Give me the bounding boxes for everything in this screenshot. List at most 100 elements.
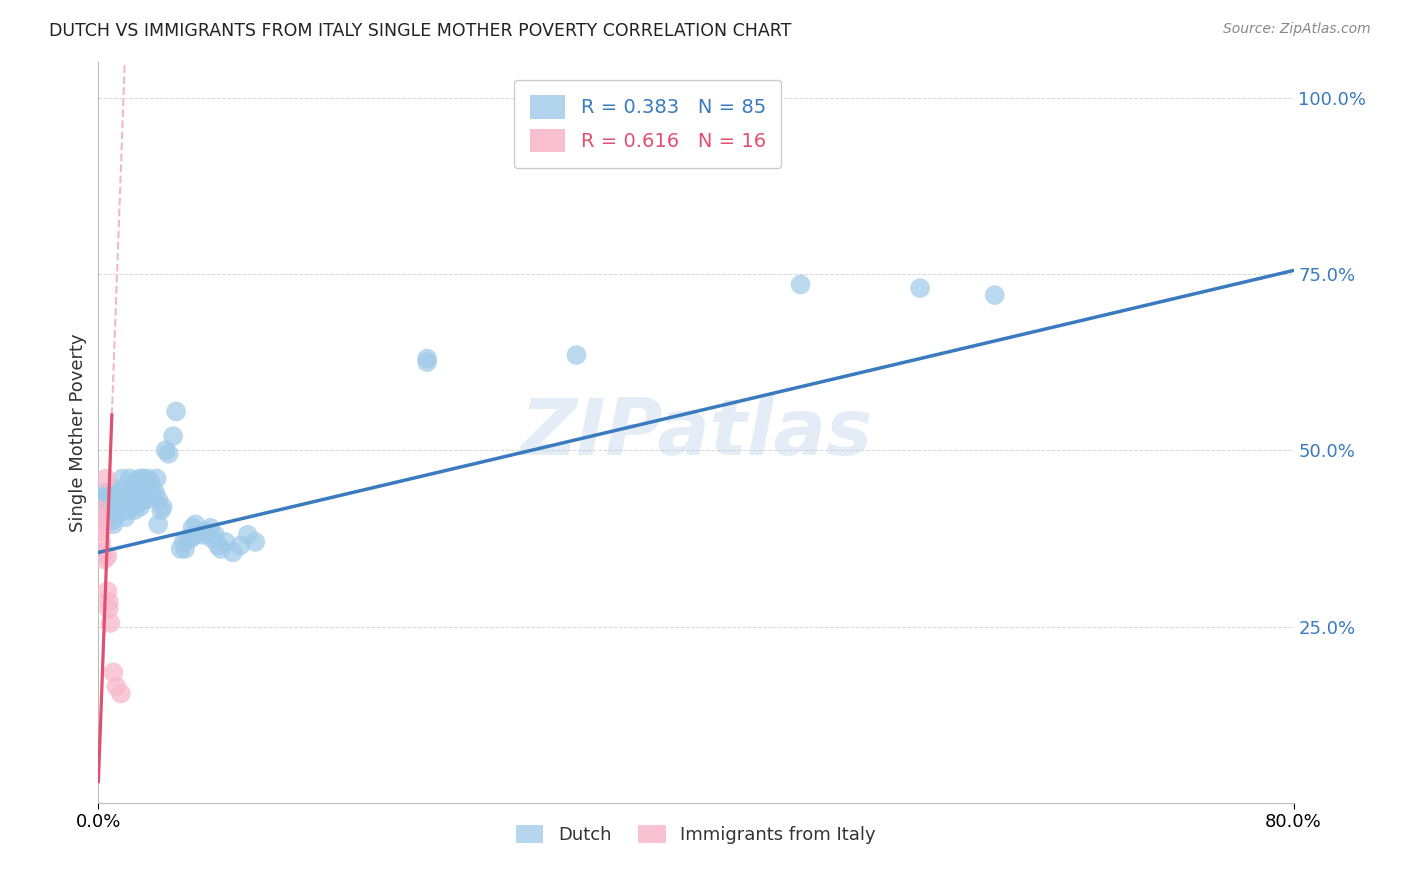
Point [89,514,111,528]
Point [90,492,112,507]
Point [112,492,135,507]
Point [97,595,120,609]
Point [789,277,811,292]
Point [104,507,127,521]
Point [114,489,136,503]
Point [181,521,204,535]
Point [416,351,439,366]
Point [118,471,141,485]
Point [105,503,128,517]
Point [117,503,139,517]
Point [90,514,112,528]
Point [184,517,207,532]
Text: ZIPatlas: ZIPatlas [520,394,872,471]
Point [96,549,118,563]
Y-axis label: Single Mother Poverty: Single Mother Poverty [69,334,87,532]
Point [93,492,115,507]
Point [200,521,222,535]
Point [195,524,218,539]
Point [94,471,117,485]
Point [143,485,166,500]
Point [96,584,118,599]
Point [98,615,122,630]
Point [93,552,115,566]
Point [132,471,155,485]
Point [98,489,122,503]
Point [152,500,174,514]
Point [91,500,114,514]
Point [89,514,111,528]
Point [97,485,120,500]
Point [110,503,132,517]
Point [93,514,115,528]
Point [180,532,202,546]
Point [107,489,129,503]
Point [191,528,214,542]
Point [132,492,155,507]
Point [103,517,125,532]
Point [110,686,132,700]
Legend: R = 0.383   N = 85, R = 0.616   N = 16: R = 0.383 N = 85, R = 0.616 N = 16 [515,79,782,168]
Point [127,475,149,489]
Point [124,503,146,517]
Point [236,528,259,542]
Point [222,545,245,559]
Point [108,500,131,514]
Point [90,524,112,539]
Point [177,532,200,546]
Text: DUTCH VS IMMIGRANTS FROM ITALY SINGLE MOTHER POVERTY CORRELATION CHART: DUTCH VS IMMIGRANTS FROM ITALY SINGLE MO… [49,22,792,40]
Point [91,507,114,521]
Point [129,500,152,514]
Point [111,471,134,485]
Point [184,528,207,542]
Point [101,514,124,528]
Point [214,535,236,549]
Text: Source: ZipAtlas.com: Source: ZipAtlas.com [1223,22,1371,37]
Point [984,288,1007,302]
Point [114,510,136,524]
Point [169,541,191,556]
Point [135,492,157,507]
Point [207,538,229,552]
Point [201,532,224,546]
Point [165,404,187,418]
Point [139,475,162,489]
Point [209,541,232,556]
Point [121,492,143,507]
Point [125,492,148,507]
Point [145,471,167,485]
Point [148,517,170,532]
Point [565,348,588,362]
Point [245,535,267,549]
Point [90,535,112,549]
Point [89,510,111,524]
Point [108,485,131,500]
Point [91,545,114,559]
Point [416,355,439,369]
Point [204,528,226,542]
Point [94,507,117,521]
Point [105,485,128,500]
Point [96,503,118,517]
Point [120,500,142,514]
Point [136,471,159,485]
Point [128,485,150,500]
Point [229,538,252,552]
Point [97,507,120,521]
Point [150,503,173,517]
Point [118,496,141,510]
Point [98,510,122,524]
Point [94,485,117,500]
Point [124,485,146,500]
Point [173,535,195,549]
Point [141,485,163,500]
Point [107,507,129,521]
Point [162,429,184,443]
Point [174,541,197,556]
Point [104,482,127,496]
Point [90,517,112,532]
Point [111,500,134,514]
Point [155,443,177,458]
Point [96,510,118,524]
Point [908,281,931,295]
